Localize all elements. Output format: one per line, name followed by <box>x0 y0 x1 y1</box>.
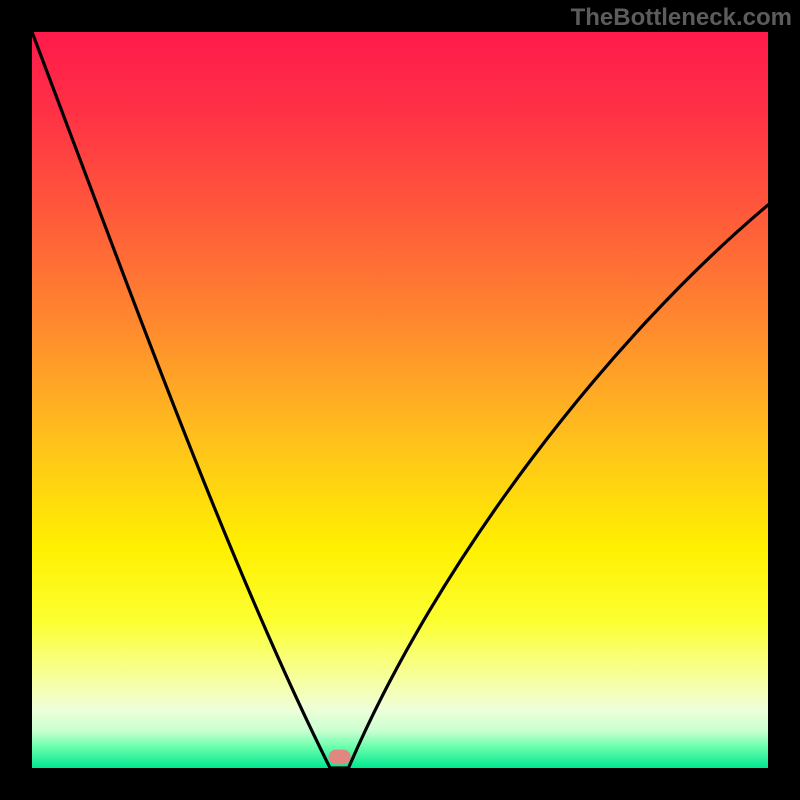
watermark-text: TheBottleneck.com <box>571 4 792 32</box>
gradient-background <box>32 32 768 768</box>
chart-overlay <box>0 0 800 800</box>
chart-container: TheBottleneck.com <box>0 0 800 800</box>
minimum-marker <box>329 750 351 765</box>
